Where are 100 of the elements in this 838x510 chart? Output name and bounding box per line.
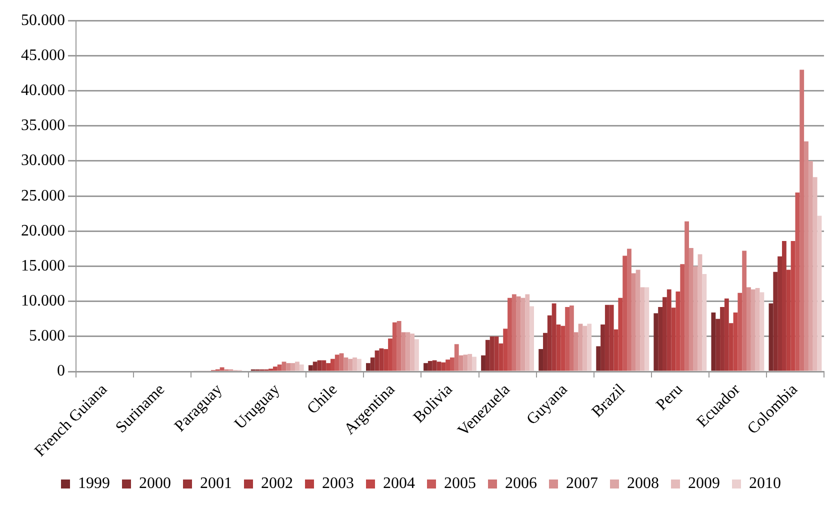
- bar: [525, 294, 530, 371]
- bar: [317, 360, 322, 371]
- bar: [773, 272, 778, 371]
- bar: [755, 288, 760, 371]
- legend-label: 2008: [627, 475, 659, 492]
- bar: [760, 292, 764, 371]
- bar: [778, 256, 782, 371]
- bar: [290, 363, 296, 371]
- bar: [432, 360, 437, 371]
- y-tick-label: 40.000: [21, 82, 65, 99]
- bar: [684, 221, 689, 371]
- bar: [356, 358, 362, 371]
- bar: [299, 364, 304, 371]
- x-tick-label: Chile: [304, 381, 341, 418]
- x-tick-label: Peru: [653, 381, 686, 414]
- bar: [366, 363, 370, 371]
- bar: [508, 298, 512, 371]
- bar: [450, 357, 454, 371]
- bar: [374, 350, 380, 371]
- bar: [720, 306, 724, 371]
- y-tick-label: 15.000: [21, 257, 65, 274]
- bar: [560, 326, 566, 371]
- y-tick-label: 45.000: [21, 46, 65, 64]
- legend-label: 2003: [322, 475, 354, 492]
- bar: [702, 274, 707, 371]
- bar: [410, 334, 415, 371]
- bar: [272, 366, 278, 371]
- bar: [817, 216, 822, 371]
- bar: [662, 297, 667, 371]
- y-tick-label: 0: [57, 362, 65, 380]
- bar: [344, 357, 348, 371]
- bar: [688, 248, 694, 371]
- bar: [808, 160, 813, 371]
- bar: [565, 306, 570, 371]
- bar: [436, 362, 442, 371]
- bar: [424, 363, 428, 371]
- bar: [463, 354, 468, 371]
- bar: [587, 324, 592, 371]
- bar: [680, 264, 685, 371]
- bar: [552, 303, 556, 371]
- y-tick-label: 35.000: [21, 117, 65, 134]
- bar: [724, 298, 729, 371]
- bar: [627, 248, 632, 371]
- bar: [742, 250, 747, 371]
- bar: [326, 363, 331, 371]
- bar: [530, 306, 534, 371]
- bar: [711, 312, 716, 371]
- bar: [481, 355, 486, 371]
- bar: [812, 177, 818, 371]
- bar: [379, 348, 384, 371]
- bar: [543, 332, 548, 371]
- bar: [441, 362, 446, 371]
- bar: [609, 304, 614, 371]
- bar: [804, 141, 808, 371]
- bar: [428, 360, 432, 371]
- bar: [490, 336, 494, 371]
- bar: [401, 332, 406, 371]
- bar: [538, 349, 544, 371]
- bar: [768, 303, 774, 371]
- legend-label: 2004: [383, 475, 415, 492]
- bar: [800, 70, 804, 371]
- bar: [738, 292, 742, 371]
- bar: [618, 298, 623, 371]
- y-tick-label: 5.000: [29, 328, 65, 345]
- bar: [286, 363, 291, 371]
- bar: [392, 322, 397, 371]
- bar: [472, 356, 476, 371]
- bar: [556, 324, 561, 371]
- bar: [746, 287, 751, 371]
- bar: [666, 289, 672, 371]
- legend-label: 2010: [749, 475, 781, 492]
- bar: [604, 304, 610, 371]
- bar: [578, 324, 583, 371]
- bar: [750, 289, 756, 371]
- legend-label: 2007: [566, 475, 598, 492]
- bar: [782, 240, 786, 371]
- bar: [295, 362, 300, 371]
- bar: [370, 357, 375, 371]
- bar: [693, 266, 698, 371]
- bar: [352, 357, 357, 371]
- bar: [220, 367, 224, 371]
- bar: [485, 340, 490, 371]
- bar: [790, 240, 796, 371]
- bar: [406, 332, 410, 371]
- bar: [636, 270, 640, 371]
- bar: [596, 346, 601, 371]
- y-tick-label: 50.000: [21, 12, 65, 29]
- legend-label: 2009: [688, 475, 720, 492]
- legend-label: 2001: [200, 475, 232, 492]
- bar: [631, 273, 636, 371]
- y-tick-label: 20.000: [21, 222, 65, 240]
- bar: [520, 298, 526, 371]
- bar: [494, 336, 499, 371]
- bar: [569, 306, 574, 371]
- bar: [512, 294, 516, 371]
- bar: [622, 256, 628, 371]
- legend-label: 2000: [139, 475, 171, 492]
- bar: [414, 339, 419, 371]
- bar: [516, 296, 521, 371]
- bar: [468, 354, 472, 371]
